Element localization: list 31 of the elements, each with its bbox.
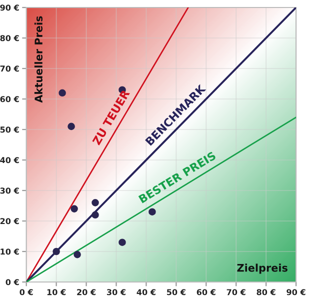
- point: [68, 122, 75, 130]
- x-axis-title: Zielpreis: [237, 264, 288, 274]
- y-axis-title: Aktueller Preis: [34, 16, 43, 103]
- y-tick-label: 40 €: [0, 157, 19, 164]
- y-tick-label: 70 €: [0, 66, 19, 72]
- y-tick-label: 80 €: [0, 35, 19, 42]
- x-tick-label: 10 €: [47, 289, 66, 296]
- point: [52, 248, 60, 256]
- x-tick-label: 60 €: [196, 289, 216, 296]
- x-tick-label: 20 €: [77, 289, 96, 296]
- x-tick-label: 70 €: [226, 289, 246, 296]
- y-tick-label: 60 €: [0, 96, 19, 102]
- x-tick-label: 90 €: [286, 289, 306, 296]
- y-tick-label: 90 €: [0, 4, 19, 11]
- y-tick-label: 30 €: [0, 188, 19, 194]
- y-tick-label: 10 €: [0, 248, 19, 255]
- y-tick-label: 0 €: [6, 279, 19, 286]
- x-tick-label: 0 €: [20, 289, 33, 296]
- point: [92, 211, 99, 219]
- point: [70, 205, 78, 212]
- point: [58, 89, 66, 97]
- point: [92, 199, 99, 206]
- y-tick-label: 20 €: [0, 218, 19, 224]
- point: [148, 208, 156, 216]
- x-tick-label: 80 €: [256, 289, 276, 296]
- point: [118, 238, 126, 246]
- x-tick-label: 30 €: [106, 289, 126, 296]
- x-tick-label: 50 €: [166, 289, 186, 296]
- point: [74, 250, 81, 258]
- x-tick-label: 40 €: [136, 289, 156, 296]
- y-tick-label: 50 €: [0, 126, 19, 133]
